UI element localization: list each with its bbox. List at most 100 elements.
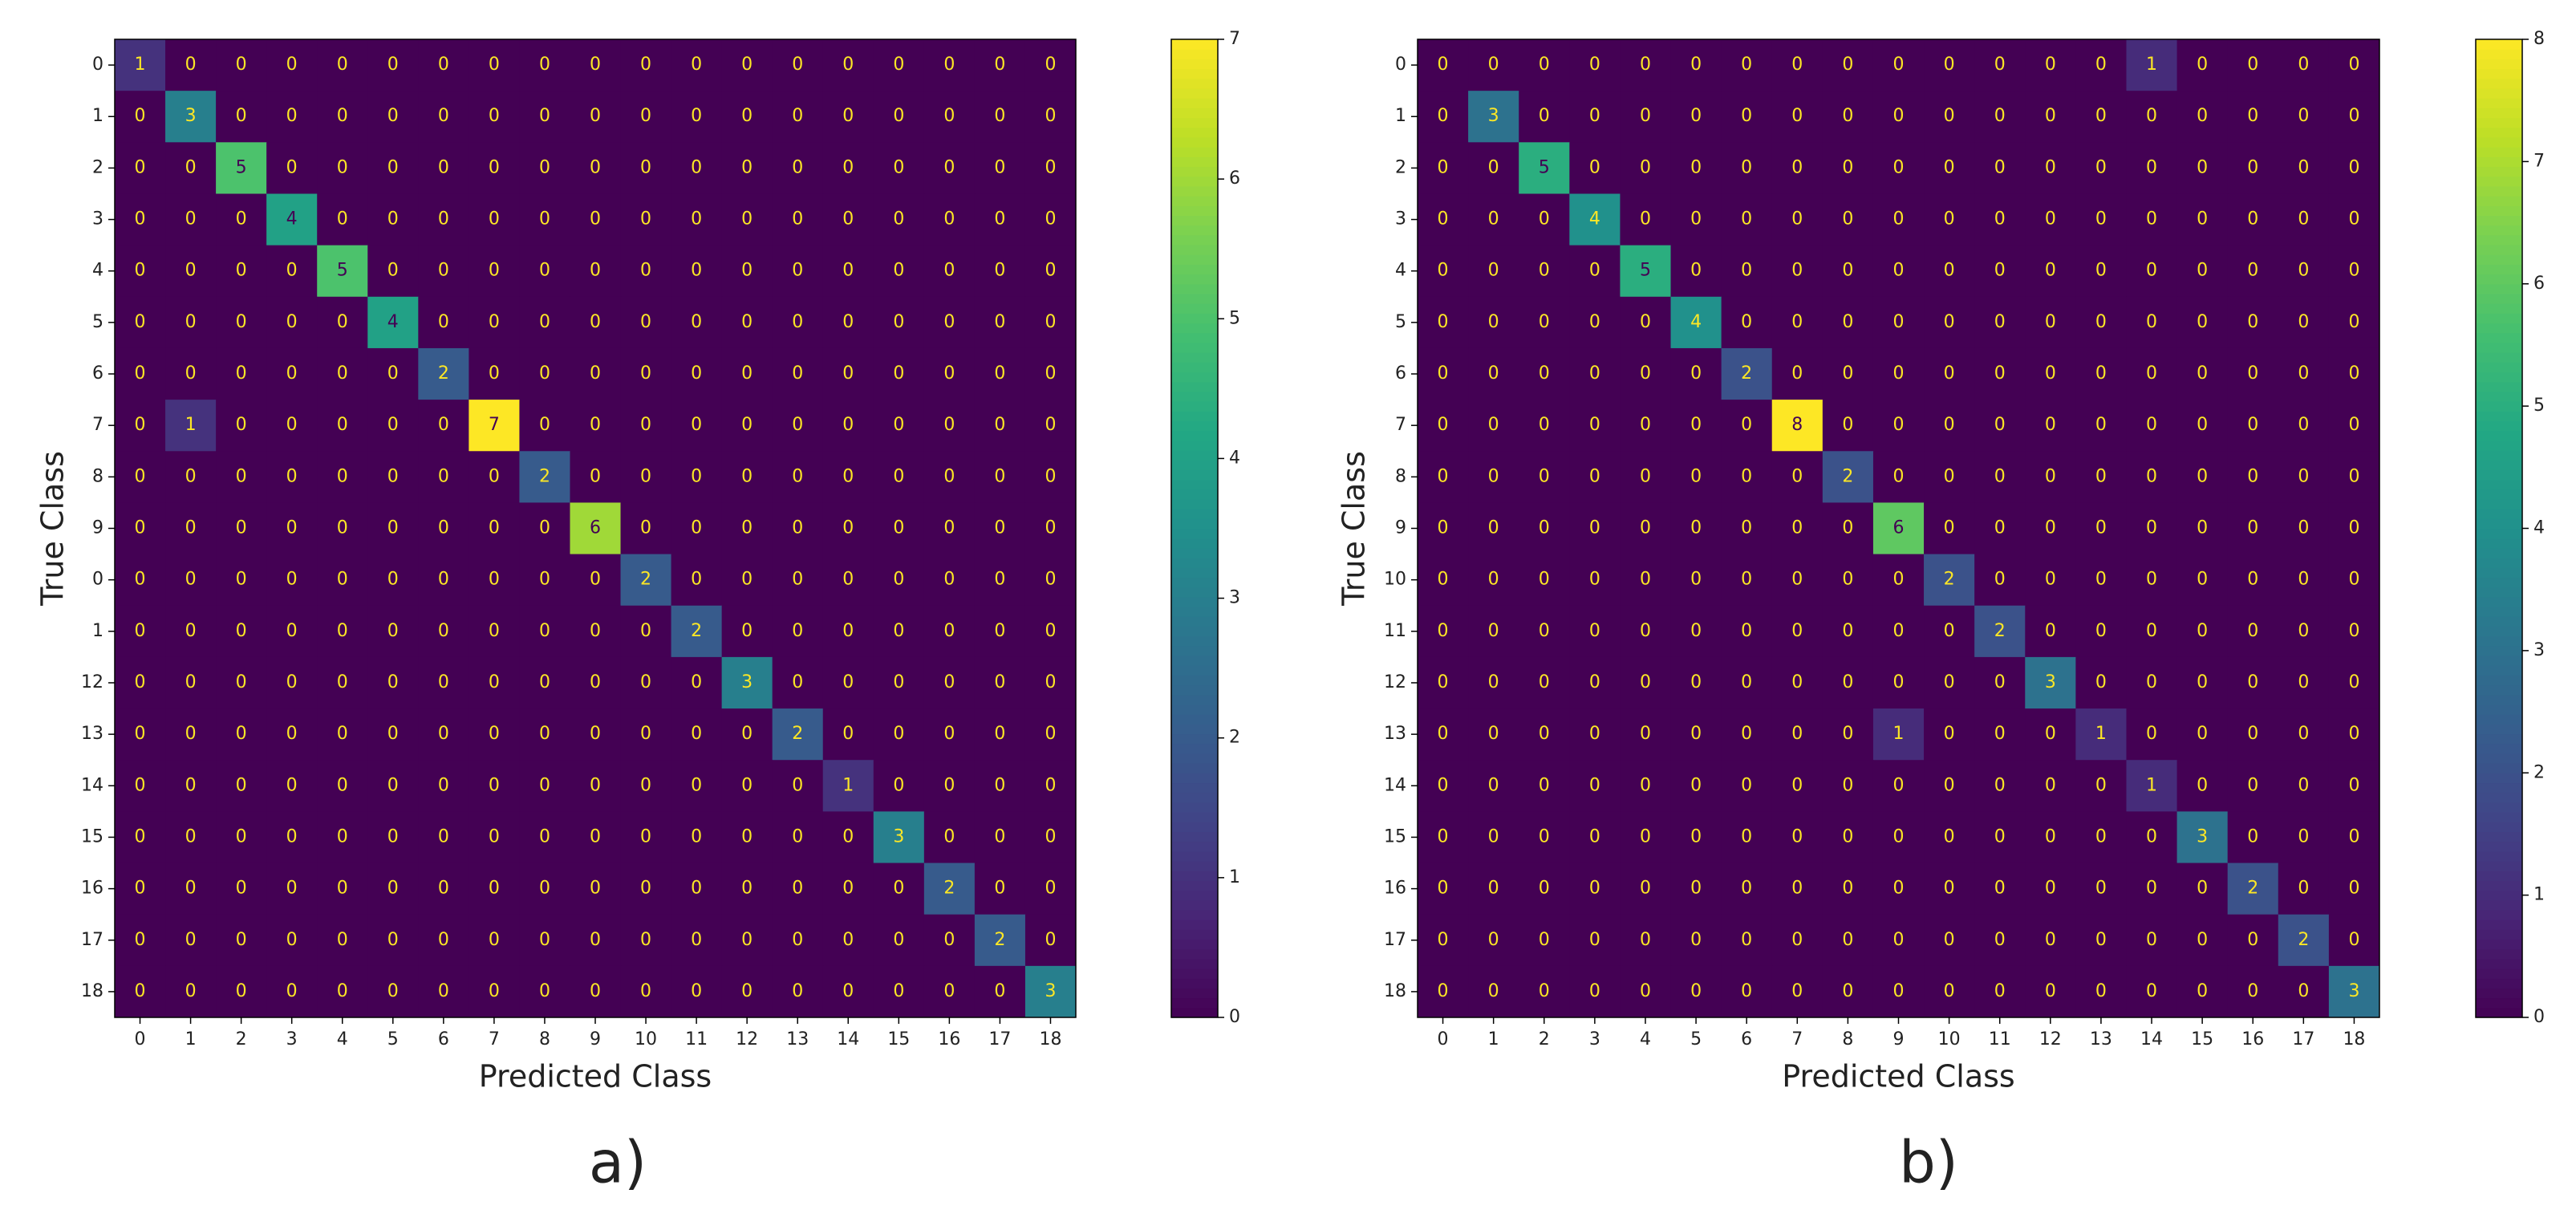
cell bbox=[1822, 451, 1874, 503]
cell-value: 0 bbox=[135, 157, 146, 177]
cell bbox=[469, 193, 520, 246]
cell-value: 0 bbox=[691, 826, 702, 846]
cell-value: 0 bbox=[1944, 415, 1955, 435]
cell-value: 0 bbox=[741, 518, 753, 538]
cell-value: 0 bbox=[236, 312, 247, 332]
colorbar-tick-label: 1 bbox=[1229, 867, 1240, 887]
y-tick-label: 13 bbox=[1384, 724, 1406, 744]
cell-value: 0 bbox=[387, 826, 399, 846]
cell-value: 0 bbox=[1488, 157, 1499, 177]
cell bbox=[1418, 965, 1469, 1018]
cell-value: 0 bbox=[1438, 570, 1449, 590]
cell bbox=[974, 965, 1026, 1018]
cell bbox=[2227, 400, 2279, 452]
x-tick-label: 6 bbox=[1741, 1029, 1752, 1049]
cell-value: 0 bbox=[337, 724, 348, 744]
cell bbox=[2176, 142, 2229, 194]
cell bbox=[317, 245, 368, 298]
cell bbox=[266, 400, 318, 452]
cell bbox=[1024, 91, 1077, 143]
cell-value: 0 bbox=[893, 312, 904, 332]
colorbar-segment bbox=[1171, 675, 1218, 686]
cell-value: 0 bbox=[640, 415, 651, 435]
cell-value: 0 bbox=[640, 312, 651, 332]
cell bbox=[1872, 451, 1925, 503]
cell bbox=[2075, 965, 2127, 1018]
colorbar-segment bbox=[2476, 753, 2522, 764]
cell-value: 0 bbox=[286, 55, 298, 75]
colorbar-segment bbox=[2476, 547, 2522, 558]
cell bbox=[1771, 605, 1823, 658]
cell bbox=[418, 347, 469, 400]
colorbar-segment bbox=[1171, 704, 1218, 715]
cell-value: 0 bbox=[2348, 621, 2359, 641]
cell bbox=[721, 91, 773, 143]
y-tick-label: 10 bbox=[1384, 570, 1406, 590]
cell bbox=[1418, 347, 1469, 400]
colorbar-segment bbox=[2476, 108, 2522, 119]
colorbar-segment bbox=[1171, 176, 1218, 187]
cell-value: 0 bbox=[1640, 518, 1651, 538]
cell-value: 0 bbox=[1791, 621, 1803, 641]
cell-value: 0 bbox=[135, 363, 146, 384]
cell bbox=[1822, 605, 1874, 658]
cell-value: 0 bbox=[2146, 621, 2157, 641]
cell bbox=[216, 760, 267, 812]
cell bbox=[822, 656, 874, 709]
cell bbox=[1468, 451, 1519, 503]
colorbar-segment bbox=[2476, 802, 2522, 813]
cell bbox=[2278, 400, 2330, 452]
cell bbox=[822, 965, 874, 1018]
cell-value: 0 bbox=[2247, 621, 2258, 641]
y-tick-label: 18 bbox=[1384, 981, 1406, 1001]
cell bbox=[772, 914, 824, 967]
cell bbox=[2328, 914, 2380, 967]
cell-value: 0 bbox=[185, 826, 197, 846]
cell bbox=[1519, 811, 1570, 864]
colorbar-segment bbox=[1171, 283, 1218, 294]
cell bbox=[2075, 605, 2127, 658]
cell-value: 0 bbox=[2095, 363, 2107, 384]
cell bbox=[1822, 142, 1874, 194]
cell bbox=[266, 91, 318, 143]
cell-value: 0 bbox=[994, 312, 1005, 332]
colorbar-segment bbox=[1171, 420, 1218, 432]
colorbar-segment bbox=[2476, 147, 2522, 157]
cell bbox=[1569, 400, 1621, 452]
cell bbox=[1519, 914, 1570, 967]
colorbar-segment bbox=[2476, 665, 2522, 676]
cell-value: 3 bbox=[2348, 981, 2359, 1001]
cell bbox=[1620, 296, 1672, 349]
cell-value: 0 bbox=[2247, 672, 2258, 692]
cell bbox=[671, 39, 723, 91]
cell bbox=[2278, 451, 2330, 503]
cell bbox=[923, 914, 976, 967]
cell bbox=[165, 296, 217, 349]
cell-value: 0 bbox=[286, 775, 298, 795]
colorbar-tick-label: 4 bbox=[1229, 448, 1240, 468]
colorbar-segment bbox=[1171, 880, 1218, 891]
cell-value: 0 bbox=[236, 724, 247, 744]
cell bbox=[2328, 502, 2380, 555]
cell bbox=[2328, 347, 2380, 400]
colorbar-tick-label: 8 bbox=[2533, 29, 2545, 49]
cell-value: 0 bbox=[2298, 724, 2309, 744]
colorbar-segment bbox=[1171, 626, 1218, 637]
y-tick-label: 9 bbox=[92, 518, 103, 538]
y-tick-label: 9 bbox=[1395, 518, 1406, 538]
cell-value: 0 bbox=[640, 157, 651, 177]
cell-value: 0 bbox=[1045, 930, 1056, 950]
cell bbox=[1721, 400, 1773, 452]
cell-value: 2 bbox=[640, 570, 651, 590]
cell bbox=[974, 400, 1026, 452]
cell bbox=[974, 142, 1026, 194]
cell bbox=[974, 91, 1026, 143]
cell bbox=[1569, 451, 1621, 503]
colorbar-segment bbox=[2476, 430, 2522, 441]
cell bbox=[1771, 91, 1823, 143]
cell bbox=[1670, 863, 1722, 915]
cell bbox=[1418, 245, 1469, 298]
cell-value: 0 bbox=[1842, 106, 1853, 126]
cell bbox=[671, 502, 723, 555]
cell bbox=[671, 451, 723, 503]
